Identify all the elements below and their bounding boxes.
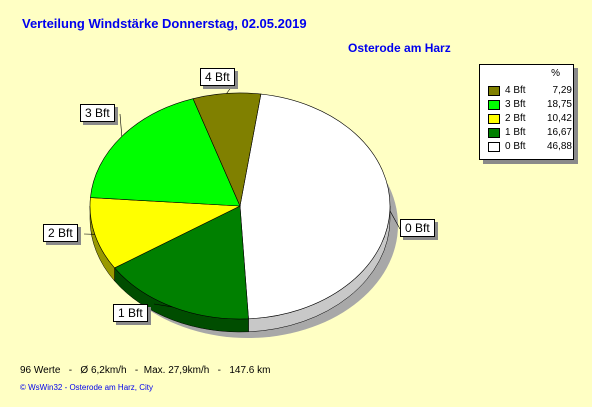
legend-swatch — [488, 128, 500, 138]
slice-label-4-bft: 4 Bft — [200, 68, 235, 86]
legend-item: 1 Bft 16,67 — [488, 127, 572, 139]
legend-swatch — [488, 100, 500, 110]
chart-legend: % 4 Bft 7,29 3 Bft 18,75 2 Bft 10,42 1 B… — [479, 64, 574, 160]
chart-title: Verteilung Windstärke Donnerstag, 02.05.… — [22, 16, 307, 31]
pie-slice-0-bft — [239, 93, 391, 320]
pie-slice-1-bft — [114, 205, 249, 320]
legend-value: 16,67 — [546, 127, 572, 138]
legend-label: 2 Bft — [505, 113, 526, 124]
legend-item: 2 Bft 10,42 — [488, 113, 572, 125]
legend-label: 4 Bft — [505, 85, 526, 96]
slice-label-2-bft: 2 Bft — [43, 224, 78, 242]
stats-line: 96 Werte - Ø 6,2km/h - Max. 27,9km/h - 1… — [20, 365, 271, 376]
slice-label-1-bft: 1 Bft — [113, 304, 148, 322]
legend-item: 0 Bft 46,88 — [488, 141, 572, 153]
legend-value: 10,42 — [546, 113, 572, 124]
legend-label: 3 Bft — [505, 99, 526, 110]
legend-value: 7,29 — [552, 85, 572, 96]
location-label: Osterode am Harz — [348, 41, 451, 55]
pie-slice-3-bft — [90, 98, 241, 207]
pie-slice-2-bft — [89, 197, 242, 269]
legend-item: 3 Bft 18,75 — [488, 99, 572, 111]
leader-line — [226, 85, 233, 94]
legend-value: 46,88 — [546, 141, 572, 152]
leader-line — [389, 210, 401, 230]
leader-line — [153, 303, 173, 308]
legend-value: 18,75 — [546, 99, 572, 110]
pie-slice-4-bft — [192, 92, 262, 208]
legend-heading: % — [551, 68, 560, 79]
legend-label: 0 Bft — [505, 141, 526, 152]
legend-swatch — [488, 86, 500, 96]
slice-label-0-bft: 0 Bft — [400, 219, 435, 237]
copyright-line: © WsWin32 - Osterode am Harz, City — [20, 383, 154, 392]
legend-swatch — [488, 114, 500, 124]
legend-item: 4 Bft 7,29 — [488, 85, 572, 97]
slice-label-3-bft: 3 Bft — [80, 104, 115, 122]
leader-line — [119, 113, 123, 137]
legend-swatch — [488, 142, 500, 152]
legend-label: 1 Bft — [505, 127, 526, 138]
